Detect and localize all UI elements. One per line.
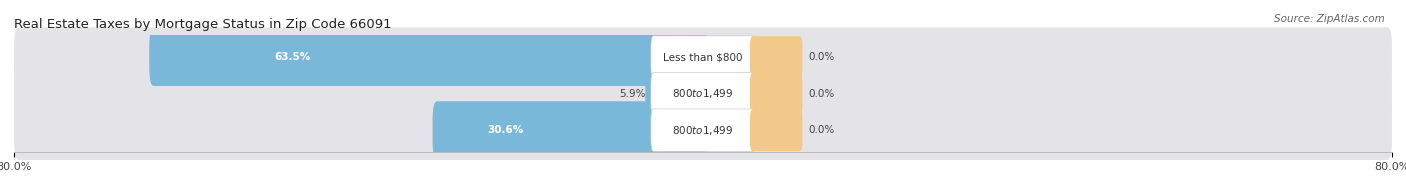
FancyBboxPatch shape (149, 28, 707, 86)
Text: 0.0%: 0.0% (808, 125, 835, 135)
FancyBboxPatch shape (14, 64, 1392, 123)
FancyBboxPatch shape (651, 72, 755, 115)
FancyBboxPatch shape (749, 36, 803, 78)
FancyBboxPatch shape (651, 109, 755, 151)
Text: $800 to $1,499: $800 to $1,499 (672, 87, 734, 100)
Text: Source: ZipAtlas.com: Source: ZipAtlas.com (1274, 14, 1385, 24)
Text: $800 to $1,499: $800 to $1,499 (672, 124, 734, 137)
FancyBboxPatch shape (749, 109, 803, 151)
FancyBboxPatch shape (433, 101, 707, 159)
Text: 30.6%: 30.6% (488, 125, 523, 135)
FancyBboxPatch shape (749, 73, 803, 114)
Text: 0.0%: 0.0% (808, 52, 835, 62)
FancyBboxPatch shape (645, 65, 707, 122)
Text: Less than $800: Less than $800 (664, 52, 742, 62)
FancyBboxPatch shape (651, 36, 755, 78)
Text: 63.5%: 63.5% (274, 52, 311, 62)
FancyBboxPatch shape (14, 101, 1392, 160)
Legend: Without Mortgage, With Mortgage: Without Mortgage, With Mortgage (583, 191, 823, 195)
Text: Real Estate Taxes by Mortgage Status in Zip Code 66091: Real Estate Taxes by Mortgage Status in … (14, 18, 392, 31)
FancyBboxPatch shape (14, 27, 1392, 87)
Text: 5.9%: 5.9% (619, 89, 645, 99)
Text: 0.0%: 0.0% (808, 89, 835, 99)
